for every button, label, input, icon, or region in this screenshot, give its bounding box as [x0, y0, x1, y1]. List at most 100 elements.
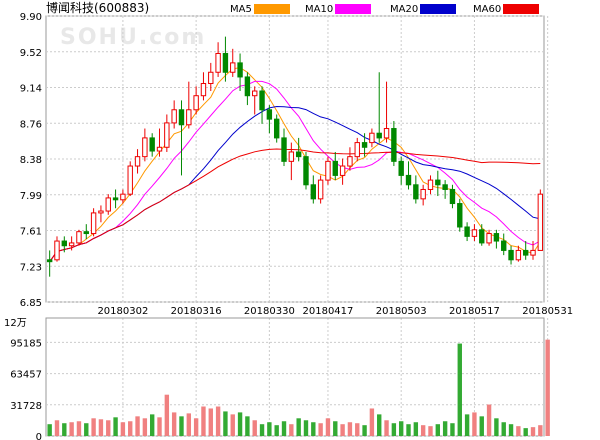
candle-body: [427, 179, 434, 190]
candle-body: [273, 118, 280, 139]
volume-bar: [545, 339, 550, 436]
candle-body: [54, 240, 60, 261]
legend-label-ma10: MA10: [305, 4, 333, 15]
legend-swatch-ma10: [335, 4, 371, 14]
candle-body: [508, 249, 514, 261]
price-y-tick: 6.85: [20, 298, 42, 309]
candle-body: [76, 231, 82, 244]
candle-body: [112, 197, 119, 201]
candle-body: [120, 193, 126, 201]
volume-bar: [289, 424, 294, 436]
candle-body: [164, 122, 170, 148]
volume-bar: [91, 418, 96, 436]
price-grid: [45, 15, 549, 436]
volume-bar: [193, 418, 199, 436]
candle-body: [376, 132, 382, 139]
volume-bar: [274, 425, 279, 436]
volume-bar: [62, 423, 67, 436]
candle-body: [237, 62, 243, 78]
volume-bar: [501, 422, 506, 436]
candle-body: [303, 156, 309, 186]
volume-bar: [84, 423, 89, 436]
candle-body: [435, 179, 441, 186]
volume-bar: [128, 421, 133, 436]
volume-bar: [149, 414, 155, 436]
candle-body: [537, 193, 544, 251]
volume-bar: [245, 416, 250, 436]
price-y-tick: 9.90: [20, 12, 42, 23]
candle-body: [501, 240, 507, 251]
price-y-tick: 8.76: [20, 119, 42, 130]
candle-body: [90, 212, 97, 235]
volume-bar: [406, 424, 411, 436]
candle-body: [98, 210, 104, 214]
volume-bar: [464, 414, 470, 436]
candle-body: [413, 184, 419, 200]
volume-bar: [215, 406, 221, 436]
volume-bar: [208, 408, 213, 436]
volume-bar: [472, 412, 477, 436]
volume-bar: [223, 411, 228, 436]
chart-title: 博闻科技(600883): [46, 0, 149, 15]
price-y-tick: 8.38: [20, 155, 42, 166]
volume-bar: [106, 420, 111, 436]
price-y-tick: 9.14: [20, 84, 42, 95]
candle-body: [200, 83, 207, 97]
candle-body: [339, 165, 346, 176]
candle-body: [288, 151, 295, 162]
volume-bar: [157, 417, 162, 436]
candle-body: [193, 95, 199, 111]
volume-y-tick: 63457: [10, 370, 42, 381]
candle-body: [83, 231, 89, 235]
volume-bar: [486, 404, 492, 436]
candle-body: [457, 203, 463, 228]
chart-watermark: SOHU.com: [60, 25, 206, 50]
candle-body: [332, 160, 338, 176]
volume-bar: [98, 419, 104, 436]
volume-y-tick: 31728: [10, 401, 42, 412]
x-tick-labels: 20180302 20180316 20180330 20180417 20180503…: [97, 306, 573, 317]
volume-bar: [76, 421, 82, 436]
candle-body: [127, 165, 133, 195]
volume-bar: [54, 420, 60, 436]
ma-line-ma60: [49, 148, 541, 262]
legend-swatch-ma60: [503, 4, 539, 14]
volume-bar: [303, 420, 309, 436]
candle-body: [317, 179, 324, 200]
candle-body: [347, 156, 353, 167]
volume-bar: [435, 424, 441, 436]
volume-bar: [377, 414, 382, 436]
volume-bar: [391, 423, 397, 436]
candle-body: [530, 249, 536, 256]
volume-bar: [523, 428, 528, 436]
legend-label-ma5: MA5: [230, 4, 252, 15]
candle-body: [105, 197, 111, 212]
legend-swatch-ma5: [254, 4, 290, 14]
volume-unit-label: 12万: [4, 318, 27, 329]
volume-bar: [479, 416, 484, 436]
candle-body: [420, 188, 426, 200]
candle-body: [171, 109, 177, 124]
candle-body: [156, 146, 163, 152]
candle-body: [369, 132, 375, 144]
volume-bar: [457, 343, 462, 436]
candle-body: [325, 160, 331, 181]
candle-body: [222, 53, 229, 73]
volume-bar: [340, 424, 345, 436]
volume-bar: [413, 422, 419, 436]
volume-bar: [113, 417, 118, 436]
volume-bar: [171, 412, 177, 436]
ma-line-ma10: [49, 80, 541, 262]
volume-bar: [333, 421, 338, 436]
volume-bar: [296, 418, 301, 436]
x-tick-label: 20180531: [522, 306, 573, 317]
volume-bar: [450, 423, 455, 436]
volume-bar: [442, 421, 448, 436]
volume-bar: [281, 421, 287, 436]
price-y-ticks: 9.90 9.52 9.14 8.76 8.38 7.99 7.61 7.23 6.85: [20, 12, 42, 309]
volume-bar: [186, 413, 192, 436]
candle-body: [61, 240, 68, 247]
candle-body: [142, 137, 148, 158]
volume-bar: [142, 418, 148, 436]
volume-y-tick: 0: [36, 432, 42, 440]
